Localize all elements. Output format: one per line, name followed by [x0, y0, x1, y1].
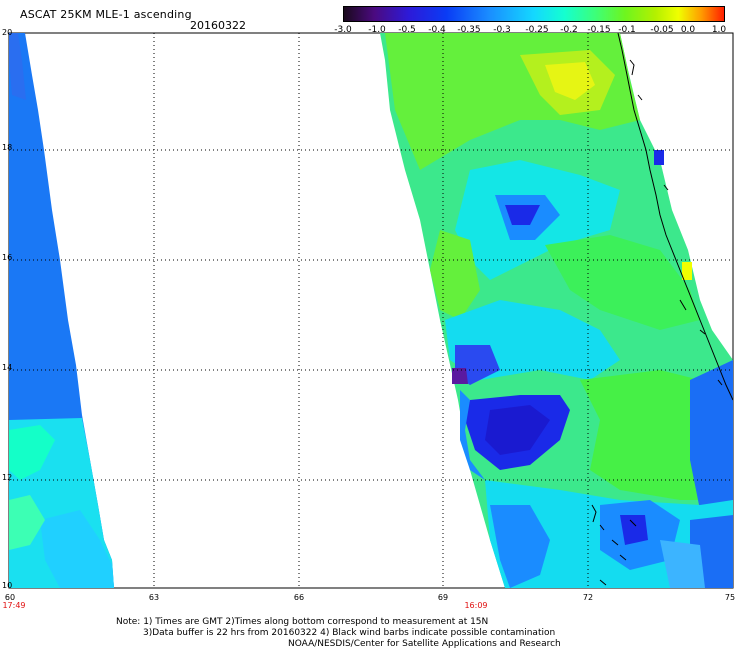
colorbar-label: 0.0 [680, 25, 696, 35]
y-tick-label: 14 [2, 363, 13, 372]
colorbar-label: -0.05 [650, 25, 674, 35]
time-label-left: 17:49 [2, 601, 26, 610]
note-line-1: Note: 1) Times are GMT 2)Times along bot… [116, 617, 489, 627]
x-tick-label: 69 [437, 593, 449, 602]
colorbar-label: -0.3 [493, 25, 511, 35]
x-tick-label: 63 [148, 593, 160, 602]
colorbar-label: 1.0 [711, 25, 727, 35]
colorbar-label: -0.1 [618, 25, 636, 35]
right-swath [380, 33, 733, 588]
map-title: ASCAT 25KM MLE-1 ascending [20, 8, 192, 21]
y-tick-label: 18 [2, 143, 13, 152]
x-tick-label: 60 [4, 593, 16, 602]
y-tick-label: 16 [2, 253, 13, 262]
colorbar-label: -3.0 [334, 25, 352, 35]
time-label-mid: 16:09 [464, 601, 488, 610]
y-tick-label: 20 [2, 28, 13, 37]
grid [9, 33, 733, 588]
note-line-2: 3)Data buffer is 22 hrs from 20160322 4)… [143, 628, 556, 638]
colorbar-label: -0.4 [428, 25, 446, 35]
colorbar [343, 6, 725, 22]
x-tick-label: 66 [293, 593, 305, 602]
colorbar-label: -1.0 [368, 25, 386, 35]
x-tick-label: 72 [582, 593, 594, 602]
x-tick-label: 75 [724, 593, 736, 602]
colorbar-label: -0.5 [398, 25, 416, 35]
map-date: 20160322 [190, 19, 246, 32]
colorbar-label: -0.35 [457, 25, 481, 35]
note-line-3: NOAA/NESDIS/Center for Satellite Applica… [288, 639, 561, 649]
left-swath [9, 33, 114, 588]
y-tick-label: 12 [2, 473, 13, 482]
colorbar-label: -0.25 [525, 25, 549, 35]
coastline [591, 32, 734, 586]
colorbar-labels: -3.0 -1.0 -0.5 -0.4 -0.35 -0.3 -0.25 -0.… [332, 25, 732, 37]
y-tick-label: 10 [2, 581, 13, 590]
colorbar-label: -0.15 [587, 25, 611, 35]
colorbar-label: -0.2 [560, 25, 578, 35]
